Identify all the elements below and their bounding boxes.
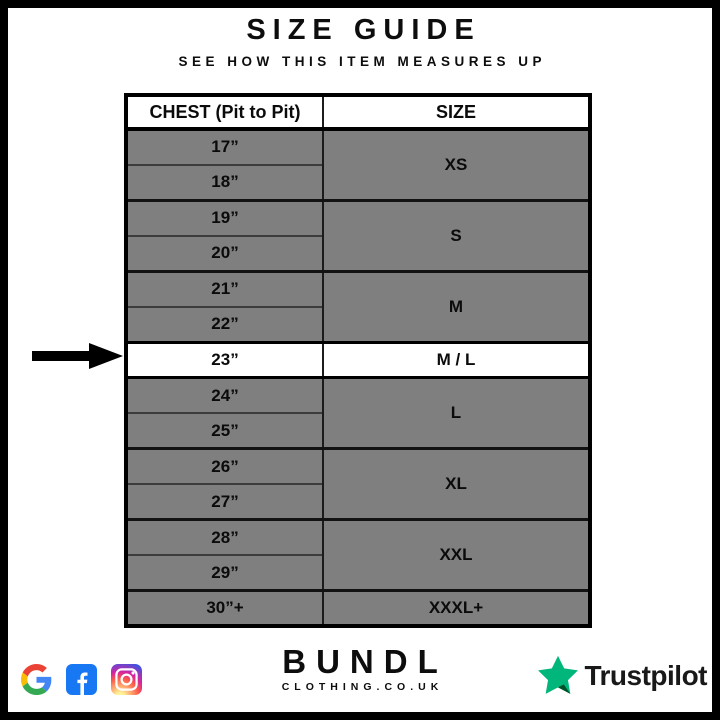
- facebook-icon: [66, 664, 97, 695]
- column-header-chest: CHEST (Pit to Pit): [126, 95, 324, 131]
- table-row: 19” S: [126, 198, 590, 271]
- table-row: 30”+ XXXL+: [126, 589, 590, 626]
- measurement-cell: 21”: [126, 269, 324, 307]
- table-row: 24” L: [126, 376, 590, 449]
- table-row: 27”: [126, 483, 590, 520]
- measurement-cell: 22”: [126, 305, 324, 342]
- measurement-cell: 25”: [126, 412, 324, 449]
- trustpilot-star-icon: [538, 655, 579, 694]
- trustpilot-logo: Trustpilot: [537, 655, 707, 697]
- measurement-cell: 23”: [126, 340, 324, 379]
- size-cell: XXL: [323, 518, 590, 591]
- measurement-cell: 30”+: [126, 589, 324, 626]
- brand-logo: BUNDL CLOTHING.CO.UK: [0, 645, 720, 693]
- size-cell: XXXL+: [323, 589, 590, 626]
- social-icons: [21, 664, 142, 695]
- table-header-row: CHEST (Pit to Pit) SIZE: [126, 95, 590, 131]
- size-cell: L: [323, 376, 590, 449]
- brand-subtext: CLOTHING.CO.UK: [281, 681, 444, 693]
- table-row-highlighted: 23” M / L: [126, 340, 590, 379]
- highlight-arrow-icon: [32, 343, 123, 369]
- measurement-cell: 17”: [126, 127, 324, 165]
- page-title: SIZE GUIDE: [246, 14, 481, 46]
- column-header-size: SIZE: [323, 95, 590, 131]
- size-cell: M: [323, 269, 590, 342]
- table-row: 26” XL: [126, 447, 590, 520]
- brand-name: BUNDL: [282, 643, 448, 680]
- size-cell: XL: [323, 447, 590, 520]
- google-icon: [21, 664, 52, 695]
- table-row: 18”: [126, 163, 590, 200]
- size-cell: S: [323, 198, 590, 271]
- table-row: 22”: [126, 305, 590, 342]
- measurement-cell: 26”: [126, 447, 324, 484]
- table-row: 25”: [126, 412, 590, 449]
- measurement-cell: 24”: [126, 376, 324, 413]
- table-row: 29”: [126, 554, 590, 591]
- table-row: 21” M: [126, 269, 590, 342]
- table-row: 17” XS: [126, 127, 590, 200]
- table-row: 20”: [126, 234, 590, 271]
- measurement-cell: 19”: [126, 198, 324, 236]
- size-cell: XS: [323, 127, 590, 200]
- page-subtitle: SEE HOW THIS ITEM MEASURES UP: [178, 54, 547, 69]
- instagram-icon: [111, 664, 142, 695]
- table-row: 28” XXL: [126, 518, 590, 591]
- size-table: CHEST (Pit to Pit) SIZE 17” XS 18” 19” S 20” 2…: [124, 93, 592, 628]
- measurement-cell: 27”: [126, 483, 324, 520]
- measurement-cell: 20”: [126, 234, 324, 271]
- measurement-cell: 29”: [126, 554, 324, 591]
- trustpilot-label: Trustpilot: [584, 660, 707, 691]
- measurement-cell: 18”: [126, 163, 324, 200]
- measurement-cell: 28”: [126, 518, 324, 555]
- size-cell: M / L: [323, 340, 590, 379]
